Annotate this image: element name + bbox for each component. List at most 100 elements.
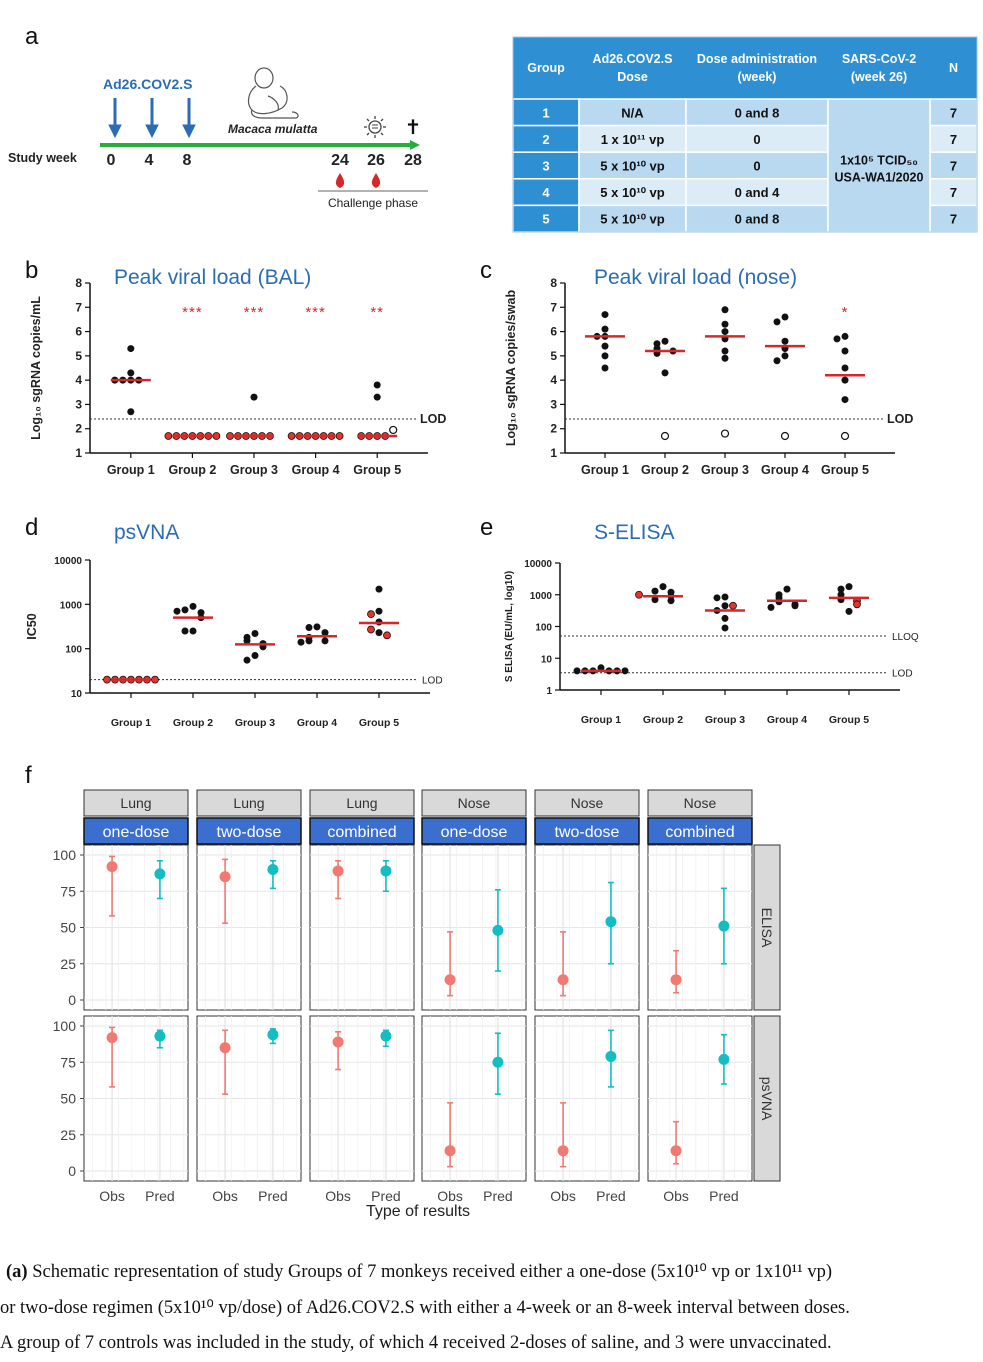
data-point-red — [103, 675, 111, 684]
y-tick-label: 10000 — [524, 559, 552, 570]
data-point — [375, 585, 383, 593]
table-dose-cell: 5 x 10¹⁰ vp — [600, 212, 665, 227]
caption-line-2: or two-dose regimen (5x10¹⁰ vp/dose) of … — [0, 1297, 850, 1318]
data-point — [791, 602, 799, 610]
data-point — [305, 637, 313, 645]
dose-arrow-head-week0 — [108, 124, 122, 139]
facet-x-tick-label: Pred — [258, 1188, 288, 1204]
data-point — [783, 585, 791, 593]
facet-x-tick-label: Pred — [709, 1188, 739, 1204]
facet-strip-top — [196, 789, 302, 817]
y-tick-label: 5 — [550, 349, 557, 363]
table-n-cell: 7 — [950, 185, 957, 200]
table-header-cell: N — [949, 61, 958, 75]
data-point — [667, 597, 675, 605]
week-tick-4: 4 — [145, 152, 154, 169]
y-tick-label: 6 — [550, 325, 557, 339]
y-axis-label: IC50 — [25, 613, 39, 639]
timeline-arrow — [410, 140, 420, 150]
y-tick-label: 2 — [550, 422, 557, 436]
data-point — [841, 347, 849, 355]
data-point-red — [853, 600, 861, 609]
facet-strip-top-label: Nose — [458, 795, 491, 811]
data-point — [721, 320, 729, 328]
data-point — [653, 340, 661, 348]
lod-label: LOD — [420, 412, 446, 426]
facet-strip-top — [534, 789, 640, 817]
data-point — [767, 603, 775, 611]
data-point — [313, 623, 321, 631]
lod-label: LOD — [892, 669, 913, 680]
facet-strip-sub-label: two-dose — [217, 824, 282, 841]
y-tick-label: 8 — [75, 276, 82, 290]
facet-x-tick-label: Pred — [483, 1188, 513, 1204]
facet-strip-sub-label: combined — [327, 824, 396, 841]
data-point — [251, 652, 259, 660]
data-point — [721, 306, 729, 314]
table-dose-cell: 1 x 10¹¹ vp — [601, 132, 665, 147]
facet-strip-top-label: Nose — [571, 795, 604, 811]
data-point — [297, 638, 305, 646]
data-point-red — [729, 601, 737, 610]
x-tick-label: Group 3 — [230, 463, 278, 477]
table-group-cell: 5 — [542, 212, 549, 227]
x-tick-label: Group 5 — [353, 463, 401, 477]
obs-point — [219, 1042, 231, 1054]
data-point — [841, 396, 849, 404]
macaque-icon — [247, 67, 299, 119]
data-point — [837, 585, 845, 593]
lloq-label: LLOQ — [892, 632, 919, 643]
data-point — [305, 624, 313, 632]
facet-y-tick-label: 75 — [60, 1054, 76, 1070]
data-point — [189, 602, 197, 610]
data-point — [721, 354, 729, 362]
table-header-cell: Group — [527, 61, 565, 75]
facet-strip-top — [421, 789, 527, 817]
data-point — [573, 667, 581, 675]
y-tick-label: 3 — [550, 397, 557, 411]
obs-point — [106, 1032, 118, 1044]
data-point — [781, 337, 789, 345]
facet-strip-top-label: Lung — [233, 795, 264, 811]
pred-point — [267, 864, 279, 875]
facet-strip-sub — [534, 817, 640, 845]
data-point — [721, 347, 729, 355]
pred-point — [718, 1053, 730, 1065]
table-group-cell: 2 — [542, 132, 549, 147]
y-tick-label: 1 — [546, 686, 552, 697]
x-tick-label: Group 2 — [168, 463, 216, 477]
data-point — [127, 369, 135, 377]
data-point-red — [226, 432, 234, 440]
facet-x-tick-label: Pred — [145, 1188, 175, 1204]
y-tick-label: 10000 — [54, 556, 82, 567]
data-point — [127, 345, 135, 353]
facet-y-tick-label: 25 — [60, 1127, 76, 1143]
facet-strip-right-label: psVNA — [759, 1077, 775, 1121]
facet-x-tick-label: Obs — [437, 1188, 463, 1204]
data-point-open — [389, 425, 398, 435]
y-axis-label: Log₁₀ sgRNA copies/swab — [504, 290, 518, 447]
facet-strip-top — [309, 789, 415, 817]
facet-strip-right-label: ELISA — [759, 908, 775, 948]
week-tick-0: 0 — [107, 152, 116, 169]
x-tick-label: Group 4 — [767, 714, 807, 726]
table-admin-cell: 0 — [753, 132, 760, 147]
significance-marker: * — [842, 304, 849, 321]
data-point-open — [840, 431, 850, 441]
data-point — [773, 357, 781, 365]
obs-point — [219, 871, 231, 883]
data-point — [661, 337, 669, 345]
data-point — [375, 607, 383, 615]
chart-title: Peak viral load (BAL) — [114, 266, 311, 289]
data-point — [659, 583, 667, 591]
dose-arrow-head-week4 — [145, 124, 159, 139]
obs-point — [444, 974, 456, 986]
table-header-bg — [513, 37, 977, 99]
table-n-cell: 7 — [950, 105, 957, 120]
table-n-cell: 7 — [950, 212, 957, 227]
pred-point — [267, 1029, 279, 1041]
obs-point — [670, 974, 682, 986]
facet-y-tick-label: 50 — [60, 920, 76, 936]
facet-x-tick-label: Obs — [663, 1188, 689, 1204]
blood-drop-icon-week24 — [335, 173, 345, 188]
